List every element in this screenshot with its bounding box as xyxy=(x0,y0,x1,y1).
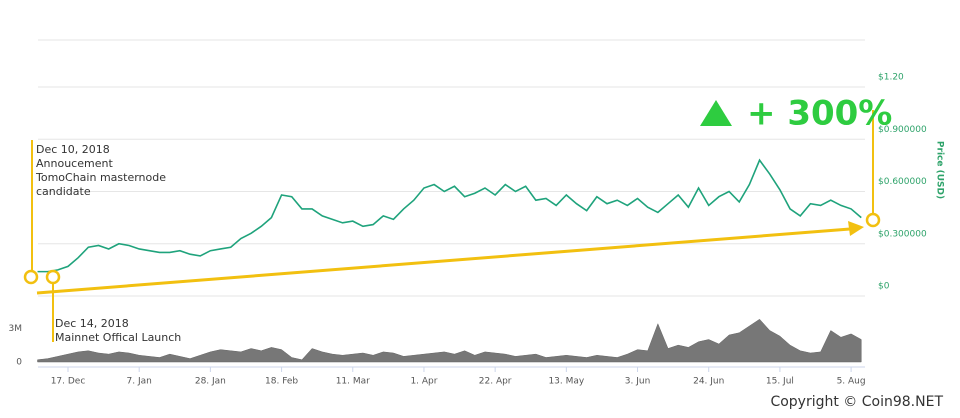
y2-tick-label: 0 xyxy=(16,358,22,368)
annotation-date: Dec 14, 2018 xyxy=(55,317,129,330)
x-tick-label: 1. Apr xyxy=(410,377,437,387)
annotation-text: candidate xyxy=(36,185,91,198)
y-tick-label: $0.600000 xyxy=(878,177,927,187)
annotation-marker xyxy=(45,269,61,285)
y2-tick-label: 3M xyxy=(9,324,23,334)
annotation-date: Dec 10, 2018 xyxy=(36,143,110,156)
y-tick-label: $0.900000 xyxy=(878,125,927,135)
x-tick-label: 11. Mar xyxy=(336,377,370,387)
x-tick-label: 24. Jun xyxy=(693,377,724,387)
annotation-text: TomoChain masternode xyxy=(35,171,166,184)
x-tick-label: 28. Jan xyxy=(195,377,226,387)
x-tick-label: 15. Jul xyxy=(766,377,794,387)
up-triangle xyxy=(700,100,732,126)
price-line xyxy=(37,158,862,273)
annotation-marker xyxy=(23,269,39,285)
y-tick-label: $1.20 xyxy=(878,73,904,83)
x-tick-label: 13. May xyxy=(548,377,584,387)
trend-arrow xyxy=(36,227,851,295)
annotation-text: Mainnet Offical Launch xyxy=(55,331,181,344)
annotation-marker xyxy=(865,212,881,228)
y-axis-title: Price (USD) xyxy=(935,141,945,199)
x-tick-label: 3. Jun xyxy=(625,377,651,387)
annotation-text: Annoucement xyxy=(36,157,113,170)
x-tick-label: 18. Feb xyxy=(265,377,298,387)
y-tick-label: $0.300000 xyxy=(878,229,927,239)
x-tick-label: 5. Aug xyxy=(837,377,866,387)
x-tick-label: 7. Jan xyxy=(127,377,152,387)
change-label: + 300% xyxy=(747,94,892,134)
x-tick-label: 17. Dec xyxy=(51,377,86,387)
x-tick-label: 22. Apr xyxy=(479,377,512,387)
trend-arrowhead xyxy=(848,221,864,236)
volume-area xyxy=(37,318,862,363)
y-tick-label: $0 xyxy=(878,282,890,292)
copyright: Copyright © Coin98.NET xyxy=(770,394,943,410)
